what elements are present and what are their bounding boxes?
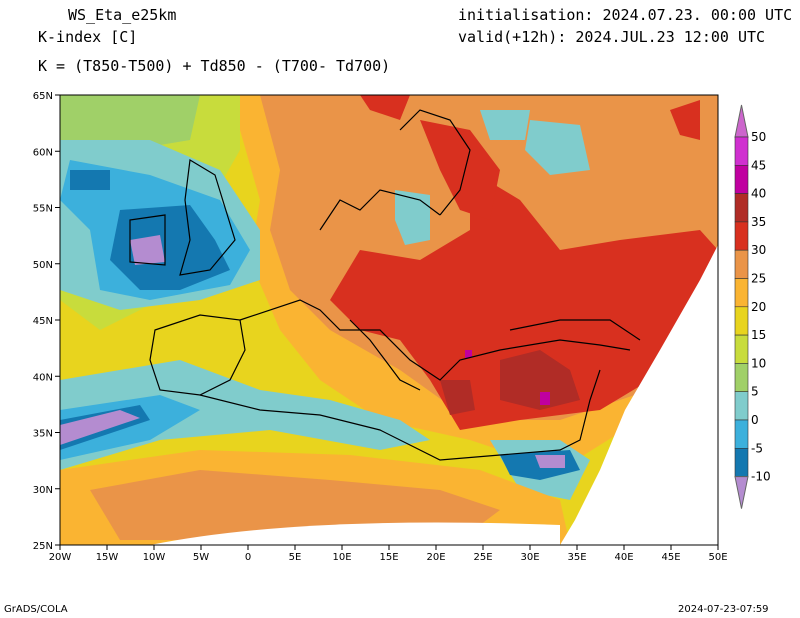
colorbar-swatch: [734, 136, 749, 166]
colorbar-label: 40: [751, 187, 766, 201]
colorbar-label: 25: [751, 272, 766, 286]
kindex-field: [60, 95, 718, 545]
colorbar-label: 10: [751, 356, 766, 370]
footer-right: 2024-07-23-07:59: [678, 604, 769, 615]
coastlines: [129, 109, 641, 461]
colorbar-arrow-bottom: [734, 476, 749, 509]
colorbar-label: 15: [751, 328, 766, 342]
colorbar-swatch: [734, 306, 749, 336]
lat-label: 65N: [33, 91, 53, 102]
colorbar-swatch: [734, 165, 749, 194]
colorbar-swatch: [734, 334, 749, 364]
lon-label: 30E: [520, 552, 539, 563]
valid-time: valid(+12h): 2024.JUL.23 12:00 UTC: [458, 28, 766, 46]
init-time: initialisation: 2024.07.23. 00:00 UTC: [458, 6, 793, 24]
colorbar-swatch: [734, 193, 749, 223]
colorbar-swatch: [734, 391, 749, 421]
lon-label: 5W: [193, 552, 209, 563]
colorbar-swatch: [734, 363, 749, 392]
lat-label: 55N: [33, 204, 53, 215]
colorbar-swatch: [734, 221, 749, 251]
lon-label: 40E: [614, 552, 633, 563]
colorbar-swatch: [734, 419, 749, 449]
colorbar-label: 20: [751, 300, 766, 314]
colorbar-label: 0: [751, 413, 759, 427]
lon-label: 50E: [708, 552, 727, 563]
lat-label: 25N: [33, 541, 53, 552]
colorbar-swatch: [734, 278, 749, 308]
lon-label: 15E: [379, 552, 398, 563]
lon-ticks: 20W 15W 10W 5W 0 5E 10E 15E 20E 25E 30E 35E 40E 45E 50…: [49, 545, 728, 563]
lon-label: 45E: [661, 552, 680, 563]
lon-label: 35E: [567, 552, 586, 563]
colorbar-label: 5: [751, 385, 759, 399]
lat-label: 50N: [33, 260, 53, 271]
colorbar-swatch: [734, 249, 749, 279]
formula: K = (T850-T500) + Td850 - (T700- Td700): [38, 57, 391, 75]
lon-label: 10E: [332, 552, 351, 563]
colorbar-swatch: [734, 447, 749, 477]
colorbar-label: 35: [751, 215, 766, 229]
lat-label: 40N: [33, 372, 53, 383]
lon-label: 20W: [49, 552, 72, 563]
lon-label: 15W: [96, 552, 119, 563]
lat-ticks: 65N 60N 55N 50N 45N 40N 35N 30N 25N: [33, 91, 60, 552]
colorbar-label: 50: [751, 130, 766, 144]
lon-label: 20E: [426, 552, 445, 563]
lat-label: 35N: [33, 429, 53, 440]
variable-name: K-index [C]: [38, 28, 138, 46]
colorbar-label: -10: [751, 470, 771, 484]
lat-label: 60N: [33, 147, 53, 158]
lon-label: 25E: [473, 552, 492, 563]
colorbar-arrow-top: [734, 104, 749, 138]
lat-label: 45N: [33, 316, 53, 327]
lon-label: 5E: [289, 552, 302, 563]
model-name: WS_Eta_e25km: [68, 6, 177, 24]
colorbar-label: 30: [751, 243, 766, 257]
colorbar-label: -5: [751, 441, 763, 455]
footer-left: GrADS/COLA: [4, 604, 68, 615]
lat-label: 30N: [33, 485, 53, 496]
lon-label: 10W: [143, 552, 166, 563]
colorbar-label: 45: [751, 158, 766, 172]
lon-label: 0: [245, 552, 251, 563]
